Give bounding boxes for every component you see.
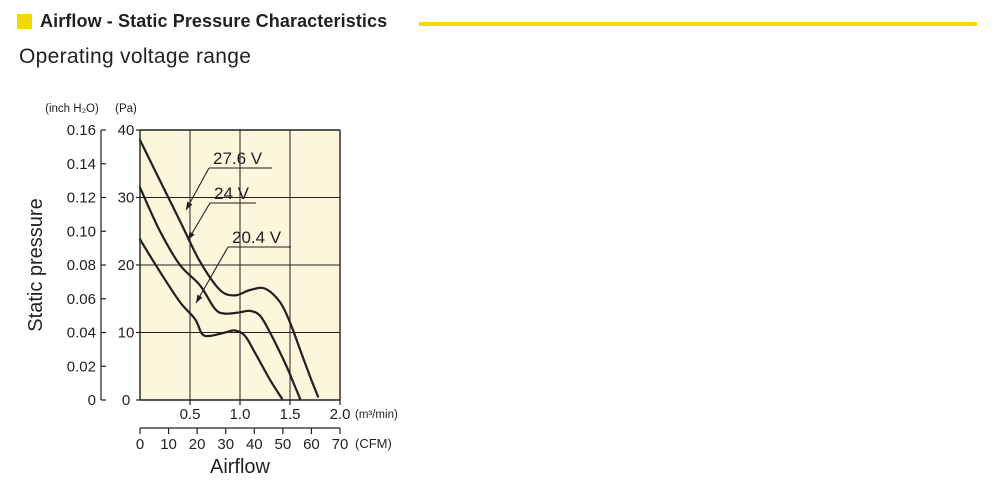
cfm-tick-label-30: 30 — [217, 436, 234, 453]
tick-marks — [101, 129, 341, 434]
cfm-tick-label-50: 50 — [275, 436, 292, 453]
x-tick-label-2-0: 2.0 — [330, 406, 351, 423]
x-unit-label-cfm: (CFM) — [355, 436, 392, 451]
section-header: Airflow - Static Pressure Characteristic… — [17, 9, 977, 39]
cfm-tick-label-70: 70 — [332, 436, 349, 453]
header-bullet-square — [17, 14, 32, 29]
y-tick-label-inch-0-04: 0.04 — [67, 325, 96, 342]
y-tick-label-pa-0: 0 — [122, 392, 130, 409]
cfm-tick-label-60: 60 — [303, 436, 320, 453]
series-label-24-v: 24 V — [214, 184, 250, 203]
x-axis-title: Airflow — [210, 456, 271, 478]
x-tick-label-0-5: 0.5 — [180, 406, 201, 423]
y-unit-label-pa: (Pa) — [115, 103, 137, 115]
grid-lines — [140, 130, 340, 400]
curve-27-6-v — [138, 139, 320, 398]
y-tick-label-inch-0-16: 0.16 — [67, 122, 96, 139]
y-tick-label-inch-0-08: 0.08 — [67, 257, 96, 274]
page-subtitle: Operating voltage range — [19, 45, 252, 68]
header-divider-line — [419, 22, 977, 26]
y-tick-label-inch-0-06: 0.06 — [67, 291, 96, 308]
cfm-tick-label-40: 40 — [246, 436, 263, 453]
y-tick-label-inch-0-02: 0.02 — [67, 358, 96, 375]
x-tick-label-1-0: 1.0 — [230, 406, 251, 423]
y-tick-label-pa-20: 20 — [118, 257, 135, 274]
y-unit-label-inch: (inch H₂O) — [45, 103, 99, 115]
cfm-tick-label-20: 20 — [189, 436, 206, 453]
series-label-20-4-v: 20.4 V — [232, 228, 282, 247]
y-tick-label-pa-40: 40 — [118, 122, 135, 139]
y-tick-label-inch-0-14: 0.14 — [67, 156, 96, 173]
leader-arrowhead-24-v — [188, 231, 195, 240]
cfm-tick-label-0: 0 — [136, 436, 144, 453]
y-tick-label-inch-0-10: 0.10 — [67, 223, 96, 240]
series-label-27-6-v: 27.6 V — [213, 149, 263, 168]
curves — [138, 139, 320, 400]
x-unit-label-m3: (m³/min) — [355, 409, 398, 421]
y-tick-label-pa-30: 30 — [118, 190, 135, 207]
section-title: Airflow - Static Pressure Characteristic… — [40, 11, 388, 31]
curve-24-v — [138, 186, 302, 400]
x-tick-label-1-5: 1.5 — [280, 406, 301, 423]
y-axis-title: Static pressure — [25, 198, 47, 331]
labels: 0.5 1.0 1.5 2.0 (m³/min) 0 10 20 30 40 (Pa) 0 0.02 0.… — [25, 103, 398, 478]
leader-line-20-4-v — [195, 246, 229, 304]
leader-arrowhead-27-6-v — [186, 201, 193, 210]
curve-20-4-v — [138, 238, 284, 400]
y-tick-label-pa-10: 10 — [118, 325, 135, 342]
y-tick-label-inch-0: 0 — [88, 392, 96, 409]
leader-arrowhead-20-4-v — [196, 294, 203, 303]
y-tick-label-inch-0-12: 0.12 — [67, 190, 96, 207]
cfm-tick-label-10: 10 — [160, 436, 177, 453]
